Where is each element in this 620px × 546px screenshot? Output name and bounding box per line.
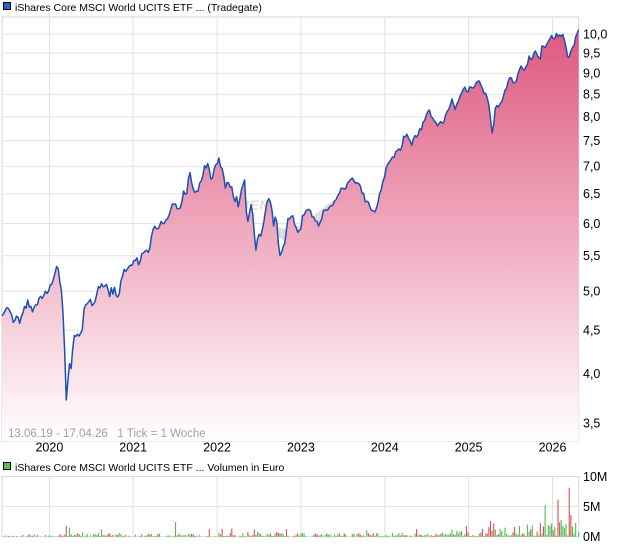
svg-text:2022: 2022 [203,441,231,455]
svg-text:0M: 0M [583,530,600,544]
svg-text:9,5: 9,5 [583,46,600,60]
svg-text:10M: 10M [583,470,607,484]
svg-text:5,0: 5,0 [583,284,600,298]
svg-text:7,5: 7,5 [583,134,600,148]
svg-text:2023: 2023 [287,441,315,455]
svg-text:6,0: 6,0 [583,217,600,231]
svg-text:8,5: 8,5 [583,88,600,102]
svg-text:3,5: 3,5 [583,417,600,431]
svg-text:2021: 2021 [119,441,147,455]
svg-text:iShares Core MSCI World UCITS: iShares Core MSCI World UCITS ETF ... (T… [15,2,262,14]
svg-text:4,5: 4,5 [583,324,600,338]
svg-text:2024: 2024 [371,441,399,455]
svg-text:5M: 5M [583,500,600,514]
svg-text:4,0: 4,0 [583,367,600,381]
svg-text:13.06.19 - 17.04.26 1 Tick =: 13.06.19 - 17.04.26 1 Tick = 1 Woche [8,428,206,440]
svg-text:2025: 2025 [455,441,483,455]
svg-text:10,0: 10,0 [583,27,607,41]
svg-text:5,5: 5,5 [583,249,600,263]
svg-text:2026: 2026 [539,441,567,455]
svg-text:7,0: 7,0 [583,160,600,174]
svg-text:2020: 2020 [35,441,63,455]
svg-text:9,0: 9,0 [583,67,600,81]
svg-text:6,5: 6,5 [583,187,600,201]
svg-text:iShares Core MSCI World UCITS: iShares Core MSCI World UCITS ETF ... Vo… [15,462,285,474]
svg-text:8,0: 8,0 [583,110,600,124]
